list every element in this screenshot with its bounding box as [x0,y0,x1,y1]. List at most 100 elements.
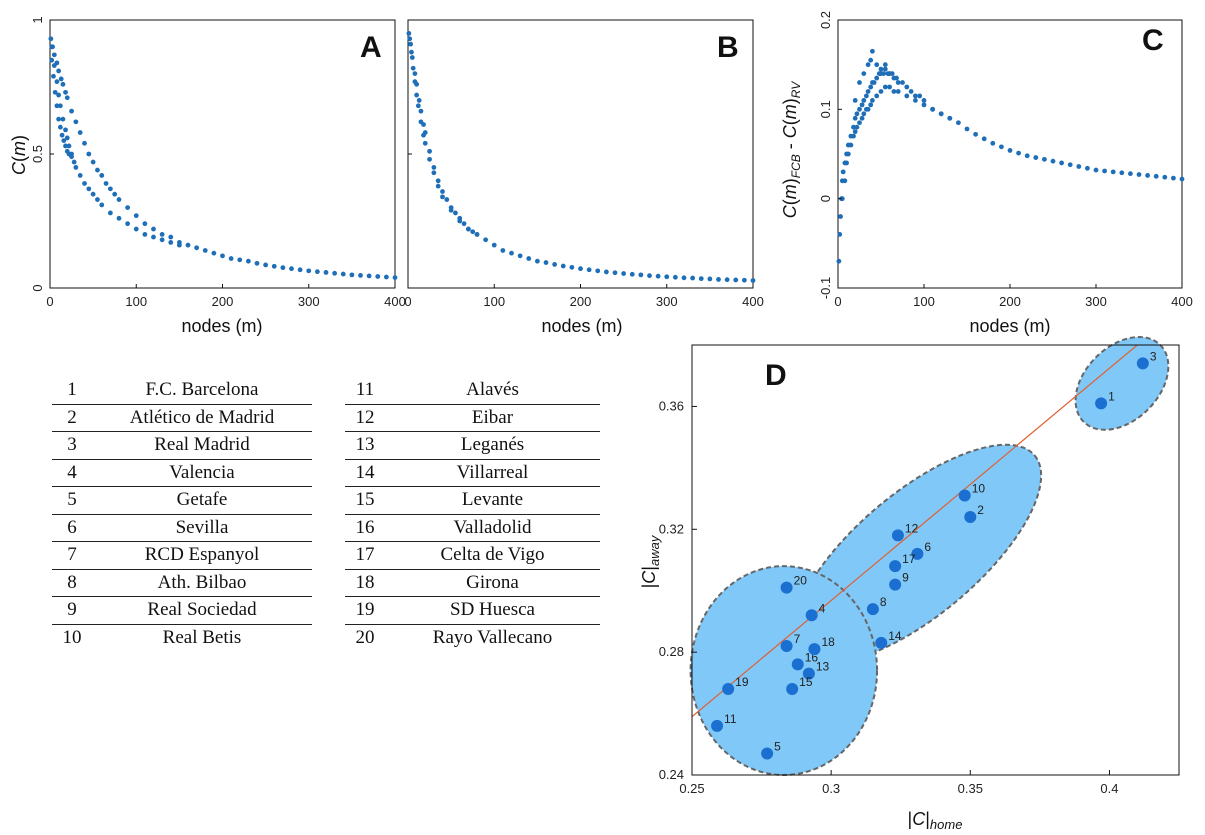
panel-b-xlabel: nodes (m) [541,316,622,336]
data-point [408,41,413,47]
data-point [837,232,843,237]
panel-d-frame [691,344,1180,776]
data-point [453,210,458,216]
team-point [875,636,888,649]
data-point [95,167,100,173]
data-point [418,108,424,114]
data-point [366,273,372,279]
cluster-ellipse [1074,336,1170,431]
team-point [808,643,821,656]
data-point [133,226,139,232]
team-number: 18 [345,569,385,597]
data-point [194,245,200,251]
data-point [851,124,856,130]
team-row: 14 Villarreal [345,459,600,487]
data-point [921,102,927,108]
x-tick-label: 400 [1171,294,1193,309]
data-point [1085,165,1090,171]
data-point [435,178,441,184]
data-point [73,165,79,170]
data-point [125,205,131,211]
data-point [716,277,721,282]
team-point-label: 19 [735,675,749,689]
data-point [57,103,63,109]
team-name: Ath. Bilbao [92,569,312,597]
team-number: 20 [355,626,375,648]
panel-b-ticks: 0 100 200 300 400 [404,19,764,309]
data-point [465,226,471,232]
x-tick-label: 200 [570,294,592,309]
data-point [409,49,414,55]
data-point [414,92,420,98]
data-point [63,143,68,149]
data-point [61,138,67,144]
x-tick-label: 200 [999,294,1021,309]
data-point [1136,172,1142,177]
team-row: 10 Real Betis [52,624,312,651]
data-point [71,159,77,165]
data-point [349,272,355,278]
panel-c-ticks: 0 100 200 300 400-0.100.10.2 [818,11,1193,309]
panel-c-frame [837,19,1183,289]
team-name: Rayo Vallecano [432,626,553,648]
team-number: 12 [345,404,385,432]
data-point [672,274,678,280]
data-point [358,273,363,278]
trend-line [692,345,1138,718]
data-point [185,242,191,248]
data-point [64,95,70,101]
data-point [86,186,92,192]
team-row: 18 Girona [345,569,600,597]
data-point [526,256,532,261]
data-point [73,119,79,125]
data-point [54,79,60,85]
data-point [874,93,880,99]
data-point [904,84,910,90]
data-point [142,232,148,237]
data-point [1145,173,1150,178]
data-point [440,194,445,200]
team-number: 14 [345,459,385,487]
data-point [887,84,892,90]
data-point [82,140,87,146]
team-row: 1 F.C. Barcelona [52,377,312,405]
panel-a-ticks: 0 100 200 300 400 0 0.5 1 [30,16,406,309]
data-point [848,142,854,148]
data-point [981,136,987,142]
team-number: 16 [345,514,385,542]
data-point [95,197,100,202]
data-point [103,181,109,186]
data-point [882,66,888,72]
panel-c-ylabel: C(m)FCB - C(m)RV [780,81,803,218]
data-point [431,170,437,176]
data-point [724,277,730,283]
data-point [999,144,1004,150]
data-point [410,65,416,71]
team-row: 15 Levante [345,486,600,515]
data-point [1024,153,1030,159]
data-point [159,232,165,237]
data-point [116,197,122,202]
data-point [58,76,64,82]
data-point [51,73,56,79]
x-tick-label: 300 [298,294,320,309]
team-point [958,489,971,502]
panel-b-points [406,31,756,283]
data-point [63,127,68,133]
team-name: Eibar [385,404,600,432]
data-point [125,221,131,227]
data-point [1033,155,1039,160]
data-point [621,271,627,276]
team-number: 4 [52,459,92,487]
data-point [297,267,303,273]
data-point [733,277,739,283]
data-point [859,102,865,108]
data-point [263,262,269,268]
data-point [52,89,58,95]
team-name: Real Madrid [92,431,312,460]
data-point [431,165,437,170]
team-number: 5 [52,486,92,515]
data-point [49,44,55,50]
